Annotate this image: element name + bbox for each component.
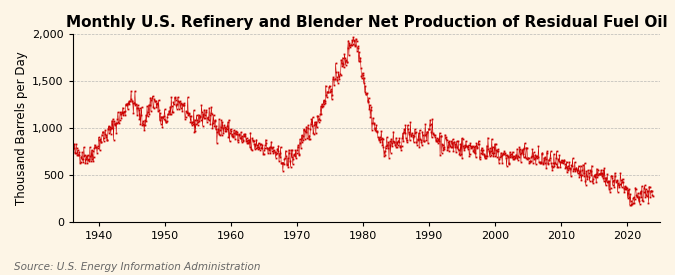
Y-axis label: Thousand Barrels per Day: Thousand Barrels per Day [15,51,28,205]
Title: Monthly U.S. Refinery and Blender Net Production of Residual Fuel Oil: Monthly U.S. Refinery and Blender Net Pr… [65,15,667,30]
Text: Source: U.S. Energy Information Administration: Source: U.S. Energy Information Administ… [14,262,260,272]
